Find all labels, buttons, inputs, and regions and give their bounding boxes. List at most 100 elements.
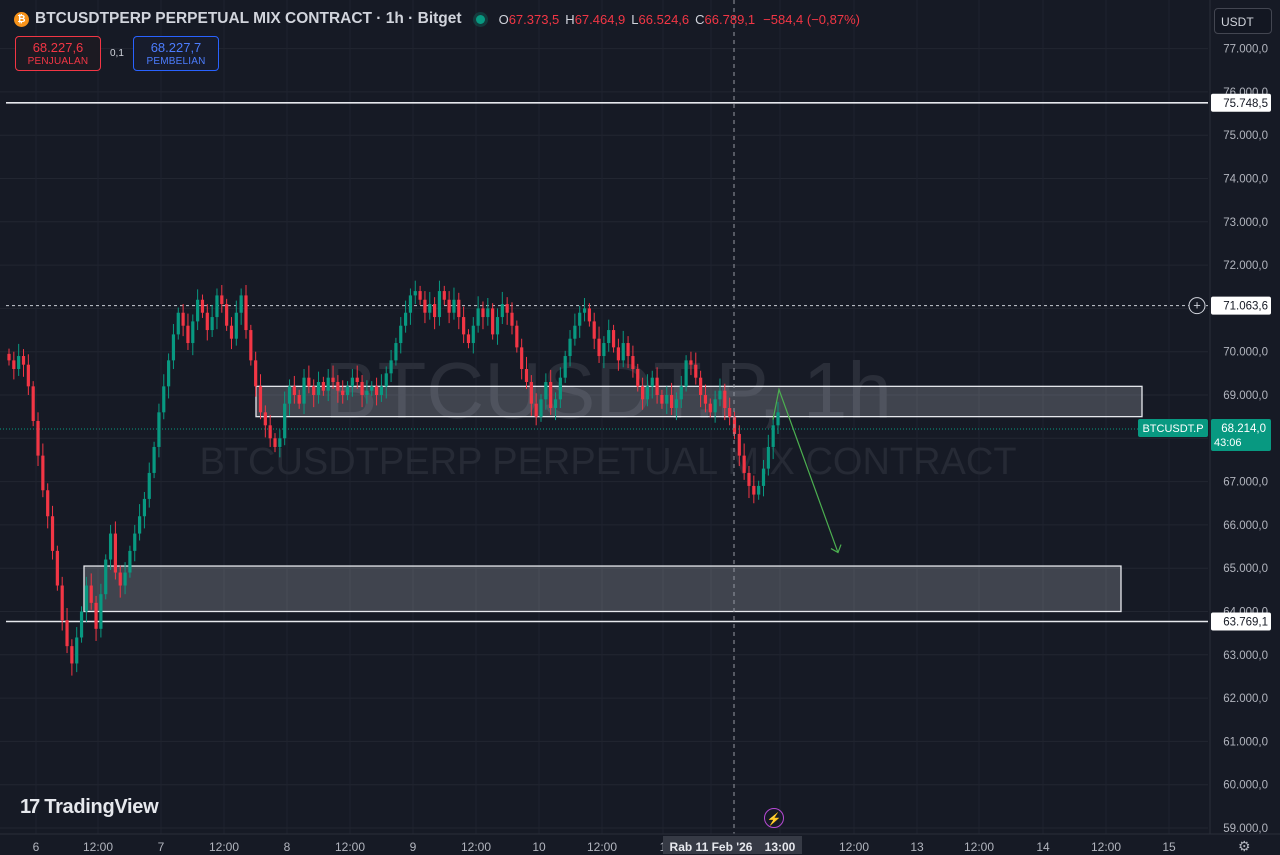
candle-body — [331, 377, 335, 383]
candle-body — [650, 377, 654, 387]
time-tick-label: 12:00 — [461, 840, 491, 854]
candle-body — [99, 594, 103, 629]
candlestick-series — [7, 280, 780, 676]
candle-body — [128, 550, 132, 573]
price-tick-label: 73.000,0 — [1223, 217, 1268, 229]
candle-body — [592, 321, 596, 339]
candle-body — [399, 325, 403, 344]
time-tick-label: 12:00 — [209, 840, 239, 854]
candle-body — [539, 399, 543, 417]
current-symbol-label: BTCUSDT.P — [1142, 423, 1203, 435]
supply-demand-zones[interactable] — [83, 385, 1143, 613]
candle-body — [631, 356, 635, 370]
gear-icon[interactable]: ⚙ — [1238, 838, 1251, 854]
candle-body — [210, 317, 214, 331]
time-tick-label: 6 — [33, 840, 40, 854]
time-tick-label: 8 — [284, 840, 291, 854]
candle-body — [118, 572, 122, 586]
candle-body — [403, 312, 408, 326]
candle-body — [452, 299, 456, 313]
candle-body — [413, 291, 417, 296]
level-label: 71.063,6 — [1223, 301, 1268, 313]
candle-body — [752, 485, 756, 495]
candle-body — [428, 304, 432, 313]
price-tick-label: 75.000,0 — [1223, 130, 1268, 142]
time-tick-label: 13:00 — [765, 840, 796, 854]
candle-body — [520, 347, 524, 370]
candle-body — [626, 343, 630, 357]
projection-arrow[interactable] — [772, 387, 842, 554]
candle-body — [505, 304, 509, 313]
time-tick-label: 15 — [1162, 840, 1176, 854]
candle-body — [742, 455, 746, 473]
candle-body — [728, 407, 732, 417]
chart-header: ₿ BTCUSDTPERP PERPETUAL MIX CONTRACT · 1… — [14, 6, 860, 32]
candle-body — [481, 308, 485, 318]
candle-body — [636, 369, 640, 387]
candle-body — [761, 468, 766, 486]
candle-body — [408, 295, 413, 313]
candle-body — [379, 386, 384, 395]
horizontal-lines[interactable] — [0, 101, 1208, 623]
candle-body — [7, 353, 11, 361]
candle-body — [113, 533, 118, 573]
high-key: H — [565, 11, 575, 27]
add-alert-icon — [1188, 297, 1206, 315]
price-tick-label: 59.000,0 — [1223, 823, 1268, 835]
candle-body — [602, 343, 606, 357]
price-tick-label: 61.000,0 — [1223, 736, 1268, 748]
candle-body — [669, 395, 674, 408]
buy-button[interactable]: 68.227,7 PEMBELIAN — [133, 36, 219, 71]
time-tick-label: 12:00 — [587, 840, 617, 854]
candle-body — [321, 382, 325, 391]
candle-body — [316, 382, 321, 395]
candle-body — [249, 330, 253, 361]
current-price-badge — [1211, 419, 1271, 452]
candle-body — [524, 369, 529, 383]
current-price-label: 68.214,0 — [1221, 423, 1266, 435]
arrow-head — [830, 544, 842, 554]
candle-body — [239, 295, 243, 313]
candle-body — [665, 395, 669, 404]
price-tick-label: 63.000,0 — [1223, 650, 1268, 662]
candle-body — [200, 299, 205, 313]
sell-button[interactable]: 68.227,6 PENJUALAN — [15, 36, 101, 71]
tradingview-logo[interactable]: 17 TradingView — [20, 796, 159, 819]
candle-body — [534, 403, 538, 417]
candle-body — [747, 472, 751, 486]
candle-body — [307, 377, 311, 387]
currency-select[interactable]: USDT — [1214, 8, 1272, 34]
candle-body — [694, 364, 698, 378]
candle-body — [568, 338, 572, 357]
candle-body — [607, 330, 611, 344]
bitcoin-icon: ₿ — [14, 11, 29, 27]
candle-body — [205, 312, 209, 331]
bar-countdown: 43:06 — [1214, 437, 1242, 449]
candle-body — [215, 295, 219, 318]
candle-body — [84, 585, 88, 612]
candle-body — [679, 386, 683, 400]
price-tick-label: 60.000,0 — [1223, 780, 1268, 792]
candle-body — [476, 308, 480, 326]
candle-body — [384, 373, 388, 387]
candle-body — [152, 446, 156, 473]
candle-body — [268, 425, 272, 439]
candle-body — [447, 299, 451, 313]
buy-label: PEMBELIAN — [146, 56, 206, 67]
price-tick-label: 77.000,0 — [1223, 44, 1268, 56]
candle-body — [167, 360, 171, 387]
candle-body — [374, 386, 379, 395]
price-tick-label: 74.000,0 — [1223, 174, 1268, 186]
candle-body — [703, 395, 708, 404]
candle-body — [12, 360, 16, 370]
candle-body — [258, 386, 263, 413]
candle-body — [350, 377, 354, 387]
lightning-icon[interactable]: ⚡ — [764, 808, 784, 828]
candle-body — [510, 312, 514, 326]
time-tick-label: Rab 11 Feb '26 — [670, 840, 753, 854]
candle-body — [254, 360, 258, 387]
symbol-title[interactable]: BTCUSDTPERP PERPETUAL MIX CONTRACT · 1h … — [35, 10, 462, 27]
